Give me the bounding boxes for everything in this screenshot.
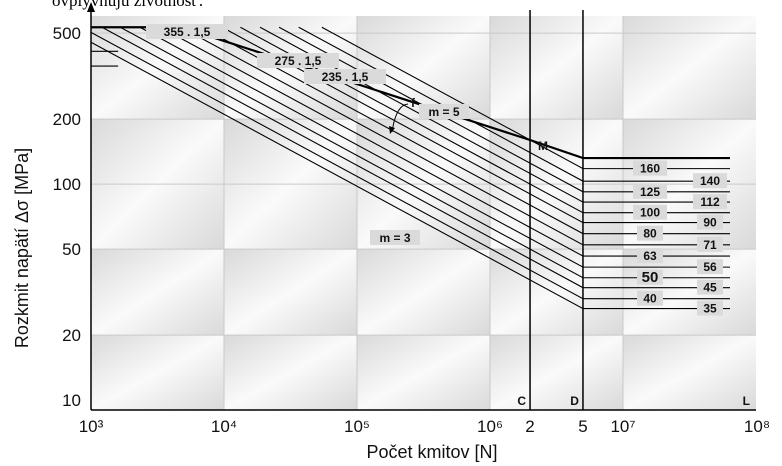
slope-label-m5: m = 5 bbox=[428, 105, 459, 119]
category-label-112-box bbox=[693, 194, 727, 210]
plot-cell bbox=[490, 335, 623, 410]
category-label-160: 160 bbox=[640, 162, 660, 176]
top-caption: ovplyvňujú životnosť: bbox=[52, 0, 204, 10]
x-tick-label: 10⁸ bbox=[744, 417, 770, 436]
category-label-140-box bbox=[693, 173, 727, 189]
plot-cell bbox=[224, 335, 357, 410]
marker-label-C: C bbox=[517, 394, 526, 408]
plot-cell bbox=[91, 249, 224, 336]
f-pointer-arrow bbox=[389, 126, 395, 134]
x-tick-label: 10⁵ bbox=[344, 417, 370, 436]
category-label-40-box bbox=[637, 290, 663, 306]
x-tick-label: 5 bbox=[578, 417, 587, 436]
y-tick-label: 100 bbox=[53, 175, 81, 194]
marker-label-L: L bbox=[743, 394, 750, 408]
plateau-label-235-box bbox=[304, 69, 386, 84]
plot-cell bbox=[623, 335, 756, 410]
category-label-50: 50 bbox=[642, 269, 659, 286]
x-tick-label: 10⁷ bbox=[610, 417, 635, 436]
slope-label-m5-box bbox=[419, 104, 469, 119]
plot-cell bbox=[91, 335, 224, 410]
x-tick-label: 2 bbox=[525, 417, 534, 436]
y-axis-label: Rozkmit napätí Δσ [MPa] bbox=[12, 148, 32, 348]
y-axis-arrow bbox=[87, 2, 95, 12]
axes bbox=[87, 2, 756, 411]
labels: C D L 10 20 50 100 200 500 10³ 10⁴ 10⁵ 10⁶ 2 5 10⁷ 10⁸ 16… bbox=[53, 24, 770, 436]
category-label-160-box bbox=[633, 160, 667, 176]
marker-label-D: D bbox=[570, 394, 579, 408]
plot-cell bbox=[490, 249, 623, 336]
x-tick-label: 10³ bbox=[79, 417, 104, 436]
category-label-71: 71 bbox=[703, 238, 717, 252]
category-label-112: 112 bbox=[700, 195, 720, 209]
category-label-140: 140 bbox=[700, 174, 720, 188]
y-tick-label: 500 bbox=[53, 24, 81, 43]
plateau-label-275-box bbox=[257, 53, 339, 68]
plateau-label-235: 235 . 1,5 bbox=[322, 70, 369, 84]
x-tick-label: 10⁴ bbox=[211, 417, 237, 436]
plot-cell bbox=[224, 249, 357, 336]
plot-cell bbox=[357, 335, 490, 410]
category-label-35-box bbox=[697, 300, 723, 316]
y-tick-label: 50 bbox=[62, 240, 81, 259]
plateau-label-275: 275 . 1,5 bbox=[275, 54, 322, 68]
plot-cell bbox=[490, 16, 623, 120]
category-label-63-box bbox=[637, 248, 663, 264]
category-label-63: 63 bbox=[643, 249, 657, 263]
y-tick-label: 10 bbox=[62, 391, 81, 410]
plot-cell bbox=[623, 16, 756, 120]
slope-label-m3-box bbox=[370, 230, 420, 245]
category-label-56-box bbox=[697, 259, 723, 275]
category-label-45: 45 bbox=[703, 281, 717, 295]
slope-label-m3: m = 3 bbox=[379, 231, 410, 245]
category-label-80-box bbox=[637, 225, 663, 241]
category-label-125: 125 bbox=[640, 185, 660, 199]
plot-cell bbox=[357, 16, 490, 120]
envelope-label-f: f bbox=[411, 96, 416, 110]
category-label-56: 56 bbox=[703, 260, 717, 274]
category-label-71-box bbox=[697, 236, 723, 252]
category-label-80: 80 bbox=[643, 227, 657, 241]
category-label-45-box bbox=[697, 279, 723, 295]
category-label-50-box bbox=[637, 269, 663, 285]
x-axis-label: Počet kmitov [N] bbox=[366, 442, 497, 462]
x-tick-label: 10⁶ bbox=[477, 417, 503, 436]
category-label-125-box bbox=[633, 183, 667, 199]
category-label-100-box bbox=[633, 204, 667, 220]
y-tick-label: 20 bbox=[62, 326, 81, 345]
y-tick-label: 200 bbox=[53, 110, 81, 129]
category-label-90: 90 bbox=[703, 216, 717, 230]
category-label-40: 40 bbox=[643, 292, 657, 306]
category-label-90-box bbox=[697, 214, 723, 230]
plot-cell bbox=[357, 249, 490, 336]
plateau-label-355-box bbox=[146, 24, 228, 39]
category-label-35: 35 bbox=[703, 302, 717, 316]
category-label-100: 100 bbox=[640, 206, 660, 220]
envelope-point-M: M bbox=[538, 139, 548, 153]
plateau-label-355: 355 . 1,5 bbox=[164, 25, 211, 39]
